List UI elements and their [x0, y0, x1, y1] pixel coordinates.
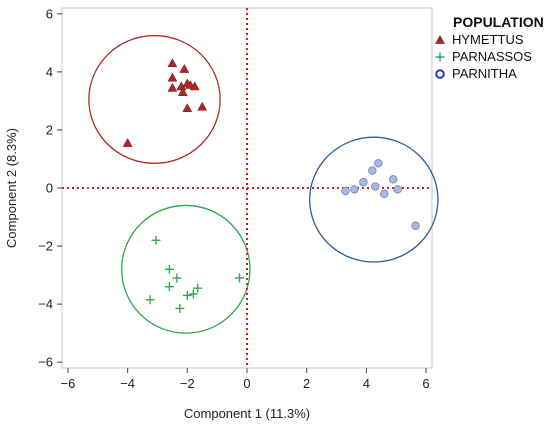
- x-axis-title: Component 1 (11.3%): [184, 406, 310, 421]
- confidence-ellipses: [88, 34, 439, 334]
- point-hymettus: [177, 87, 188, 97]
- y-axis-ticks: −6 −4 −2 0 2 4 6: [38, 6, 62, 370]
- y-axis-title: Component 2 (8.3%): [4, 128, 19, 248]
- reference-lines: [62, 8, 432, 368]
- point-parnitha: [380, 189, 389, 199]
- ellipse-parnassos: [121, 204, 251, 334]
- point-hymettus: [167, 72, 178, 82]
- x-tick-label: 0: [243, 376, 250, 391]
- y-tick-label: −4: [38, 297, 53, 312]
- point-parnassos: [151, 235, 161, 245]
- y-tick-label: 4: [46, 64, 53, 79]
- point-parnassos: [193, 283, 203, 293]
- point-parnitha: [341, 186, 350, 196]
- point-parnitha: [368, 166, 377, 175]
- data-points: [122, 58, 420, 313]
- x-tick-label: −6: [61, 376, 76, 391]
- y-tick-label: −6: [38, 355, 53, 370]
- point-parnassos: [182, 290, 192, 300]
- y-tick-label: 2: [46, 122, 53, 137]
- legend-label-hymettus: HYMETTUS: [452, 32, 524, 47]
- legend-marker-hymettus: [435, 34, 445, 44]
- x-tick-label: 2: [303, 376, 310, 391]
- x-tick-label: −2: [180, 376, 195, 391]
- point-parnitha: [389, 175, 398, 184]
- ellipse-hymettus: [88, 34, 221, 164]
- point-parnitha: [359, 177, 368, 187]
- point-hymettus: [122, 137, 133, 147]
- legend-label-parnassos: PARNASSOS: [452, 49, 532, 64]
- y-tick-label: −2: [38, 239, 53, 254]
- point-hymettus: [189, 81, 200, 91]
- point-parnitha: [374, 159, 383, 168]
- legend-title: POPULATION: [453, 14, 544, 30]
- x-tick-label: 6: [422, 376, 429, 391]
- x-tick-label: −4: [120, 376, 135, 391]
- point-parnitha: [393, 185, 402, 194]
- legend: POPULATION HYMETTUS PARNASSOS PARNITHA: [435, 14, 544, 81]
- point-hymettus: [179, 63, 190, 73]
- point-hymettus: [167, 58, 178, 68]
- point-parnitha: [371, 182, 380, 191]
- y-tick-label: 6: [46, 6, 53, 21]
- point-hymettus: [182, 103, 193, 113]
- x-tick-label: 4: [363, 376, 370, 391]
- point-parnassos: [172, 273, 182, 283]
- point-parnassos: [164, 282, 174, 292]
- point-hymettus: [167, 82, 178, 92]
- point-parnassos: [145, 295, 155, 305]
- ellipse-parnitha: [309, 136, 439, 263]
- point-hymettus: [197, 101, 208, 111]
- point-parnassos: [164, 264, 174, 274]
- point-parnitha: [411, 221, 420, 230]
- y-tick-label: 0: [46, 181, 53, 196]
- legend-marker-parnassos: [435, 52, 445, 62]
- legend-marker-parnitha: [435, 69, 445, 79]
- point-parnitha: [350, 185, 359, 194]
- legend-label-parnitha: PARNITHA: [452, 66, 517, 81]
- point-parnassos: [235, 273, 245, 283]
- point-parnassos: [188, 289, 198, 299]
- x-axis-ticks: −6 −4 −2 0 2 4 6: [61, 368, 430, 391]
- point-parnassos: [175, 303, 185, 313]
